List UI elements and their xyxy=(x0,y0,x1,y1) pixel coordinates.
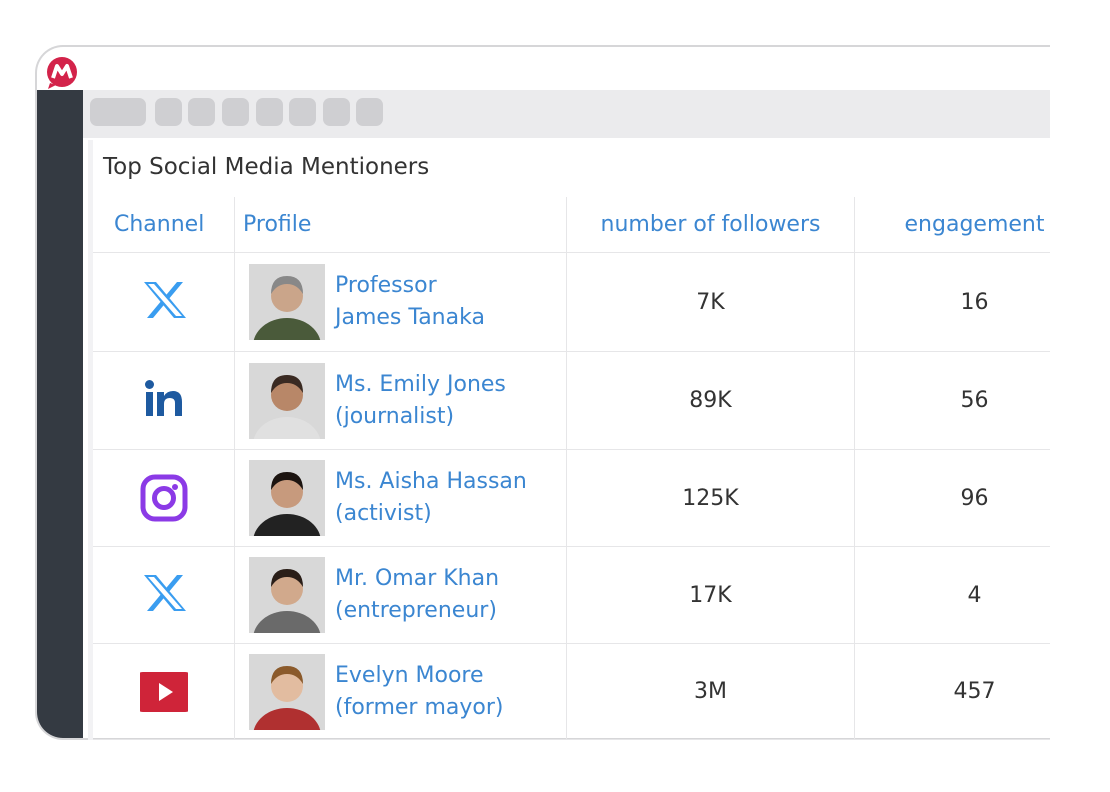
toolbar-button[interactable] xyxy=(188,98,215,126)
followers-cell: 3M xyxy=(567,644,855,740)
name-line: (entrepreneur) xyxy=(335,598,497,623)
table: Channel Profile number of followers engagem… xyxy=(93,197,1050,742)
toolbar-button[interactable] xyxy=(155,98,182,126)
toolbar-button[interactable] xyxy=(356,98,383,126)
engagement-cell: 96 xyxy=(855,450,1050,547)
toolbar-button[interactable] xyxy=(289,98,316,126)
name-line: Ms. Aisha Hassan xyxy=(335,469,527,494)
panel-title: Top Social Media Mentioners xyxy=(103,154,430,180)
profile-cell: Ms. Aisha Hassan (activist) xyxy=(235,450,567,547)
engagement-cell: 457 xyxy=(855,644,1050,740)
engagement-cell: 16 xyxy=(855,253,1050,352)
name-line: Professor xyxy=(335,273,437,298)
column-header: number of followers xyxy=(567,197,855,253)
profile-photo xyxy=(249,264,325,340)
name-line: Ms. Emily Jones xyxy=(335,371,506,397)
profile-photo xyxy=(249,557,325,633)
column-header: engagement xyxy=(855,197,1050,253)
followers-cell: 125K xyxy=(567,450,855,547)
name-line: (journalist) xyxy=(335,403,455,429)
followers-cell: 89K xyxy=(567,352,855,450)
channel-icon xyxy=(140,474,187,522)
name-line: James Tanaka xyxy=(335,305,485,330)
header-text: Profile xyxy=(243,212,312,237)
panel-shadow xyxy=(88,140,93,740)
channel-cell xyxy=(93,547,235,644)
logo xyxy=(47,57,77,89)
channel-cell xyxy=(93,352,235,450)
toolbar-button[interactable] xyxy=(256,98,283,126)
toolbar-button[interactable] xyxy=(222,98,249,126)
engagement-cell: 56 xyxy=(855,352,1050,450)
profile-photo xyxy=(249,653,325,730)
engagement-cell: 4 xyxy=(855,547,1050,644)
column-header: Profile xyxy=(235,197,567,253)
followers-cell: 17K xyxy=(567,547,855,644)
channel-icon xyxy=(143,575,186,611)
profile-photo xyxy=(249,460,325,536)
name-line: (former mayor) xyxy=(335,694,504,720)
profile-cell: Ms. Emily Jones (journalist) xyxy=(235,352,567,450)
profile-photo xyxy=(249,362,325,439)
viewport: Top Social Media Mentioners Channel Profi… xyxy=(35,45,1050,742)
header-text: number of followers xyxy=(600,212,821,237)
header-text: Channel xyxy=(114,212,205,237)
profile-name[interactable]: Ms. Emily Jones (journalist) xyxy=(335,369,506,433)
header-text: engagement xyxy=(904,212,1045,237)
name-line: Mr. Omar Khan xyxy=(335,566,500,591)
channel-icon xyxy=(143,282,186,318)
sidebar xyxy=(37,90,83,738)
profile-name[interactable]: Evelyn Moore (former mayor) xyxy=(335,660,503,724)
name-line: (activist) xyxy=(335,501,432,526)
toolbar-button[interactable] xyxy=(90,98,146,126)
channel-cell xyxy=(93,450,235,547)
profile-cell: Mr. Omar Khan (entrepreneur) xyxy=(235,547,567,644)
profile-name[interactable]: Mr. Omar Khan (entrepreneur) xyxy=(335,563,499,627)
column-header: Channel xyxy=(93,197,235,253)
app-window xyxy=(35,45,1050,740)
profile-name[interactable]: Professor James Tanaka xyxy=(335,270,485,334)
profile-name[interactable]: Ms. Aisha Hassan (activist) xyxy=(335,466,527,530)
profile-cell: Evelyn Moore (former mayor) xyxy=(235,644,567,740)
toolbar-button[interactable] xyxy=(323,98,350,126)
name-line: Evelyn Moore xyxy=(335,662,484,688)
channel-cell xyxy=(93,253,235,352)
channel-cell xyxy=(93,644,235,740)
channel-icon xyxy=(144,379,182,416)
channel-icon xyxy=(139,671,188,712)
profile-cell: Professor James Tanaka xyxy=(235,253,567,352)
followers-cell: 7K xyxy=(567,253,855,352)
